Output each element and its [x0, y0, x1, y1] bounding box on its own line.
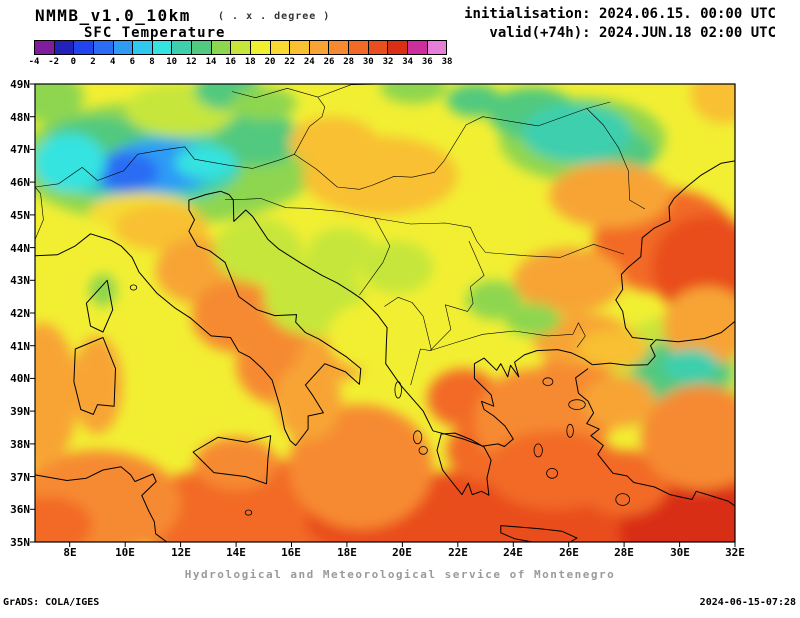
colorbar-segment [368, 41, 389, 54]
x-tick-label: 24E [503, 546, 523, 559]
x-tick-label: 20E [392, 546, 412, 559]
colorbar-segment [388, 41, 408, 54]
colorbar-tick-label: 20 [264, 57, 276, 67]
coastlines [35, 84, 735, 542]
y-axis-labels: 49N 48N 47N 46N 45N 44N 43N 42N 41N 40N 39N 38N 37N 3… [2, 78, 32, 549]
y-tick-label: 40N [10, 372, 30, 385]
colorbar-segment [54, 41, 75, 54]
x-tick-label: 26E [559, 546, 579, 559]
colorbar-tick-label: 10 [166, 57, 178, 67]
x-tick-label: 32E [725, 546, 745, 559]
colorbar-tick-label: 4 [109, 57, 116, 67]
render-timestamp: 2024-06-15-07:28 [699, 597, 796, 608]
model-title: NMMB_v1.0_10km [35, 6, 191, 25]
colorbar-tick-label: -2 [48, 57, 60, 67]
colorbar-tick-label: 12 [185, 57, 197, 67]
colorbar-segment [74, 41, 94, 54]
y-tick-label: 46N [10, 176, 30, 189]
colorbar-tick-label: 2 [90, 57, 96, 67]
map-content [35, 84, 735, 542]
x-tick-label: 16E [281, 546, 301, 559]
colorbar-tick-label: 36 [421, 57, 433, 67]
colorbar-segments [34, 40, 447, 55]
colorbar-segment [427, 41, 447, 54]
colorbar-tick-label: 14 [205, 57, 217, 67]
colorbar-tick-label: 24 [303, 57, 315, 67]
colorbar-segment [329, 41, 349, 54]
temperature-heat-field [35, 84, 735, 542]
y-tick-label: 45N [10, 209, 30, 222]
map-svg [30, 83, 736, 547]
colorbar-segment [93, 41, 114, 54]
colorbar-segment [35, 41, 55, 54]
colorbar-labels: -4 -2 0 2 4 6 8 10 12 14 16 18 20 22 24 26 28 30 32 34 36 38 [29, 57, 453, 69]
initialisation-label: initialisation: 2024.06.15. 00:00 UTC [464, 6, 776, 22]
x-axis-labels: 8E 10E 12E 14E 16E 18E 20E 22E 24E 26E 28E 30E 32E [35, 546, 745, 560]
y-tick-label: 49N [10, 78, 30, 91]
resolution-note: ( . x . degree ) [218, 11, 331, 22]
colorbar-segment [211, 41, 232, 54]
y-tick-label: 36N [10, 503, 30, 516]
grads-credit: GrADS: COLA/IGES [3, 597, 100, 608]
colorbar-tick-label: 22 [284, 57, 296, 67]
y-tick-label: 42N [10, 307, 30, 320]
y-tick-label: 43N [10, 274, 30, 287]
y-tick-label: 35N [10, 536, 30, 549]
y-tick-label: 38N [10, 438, 30, 451]
colorbar-segment [270, 41, 291, 54]
colorbar-segment [349, 41, 369, 54]
colorbar-segment [192, 41, 212, 54]
y-tick-label: 37N [10, 471, 30, 484]
colorbar-tick-label: 18 [244, 57, 256, 67]
x-tick-label: 30E [670, 546, 690, 559]
colorbar-segment [231, 41, 251, 54]
colorbar-segment [152, 41, 173, 54]
y-tick-label: 48N [10, 111, 30, 124]
colorbar-segment [133, 41, 153, 54]
colorbar-tick-label: 6 [129, 57, 135, 67]
y-tick-label: 44N [10, 242, 30, 255]
colorbar-segment [290, 41, 310, 54]
colorbar-tick-label: 34 [402, 57, 414, 67]
y-tick-label: 41N [10, 340, 30, 353]
x-tick-label: 22E [448, 546, 468, 559]
colorbar-tick-label: -4 [28, 57, 40, 67]
valid-time-label: valid(+74h): 2024.JUN.18 02:00 UTC [489, 25, 776, 41]
x-tick-label: 12E [171, 546, 191, 559]
colorbar-segment [250, 41, 271, 54]
colorbar-segment [407, 41, 428, 54]
colorbar-tick-label: 8 [149, 57, 155, 67]
y-tick-label: 39N [10, 405, 30, 418]
x-tick-label: 8E [63, 546, 77, 559]
temperature-colorbar: -4 -2 0 2 4 6 8 10 12 14 16 18 20 22 24 26 28 30 32 34 36 38 [29, 40, 453, 69]
x-tick-label: 14E [226, 546, 246, 559]
x-tick-label: 10E [115, 546, 135, 559]
x-tick-label: 28E [614, 546, 634, 559]
colorbar-tick-label: 30 [362, 57, 374, 67]
y-tick-label: 47N [10, 143, 30, 156]
colorbar-tick-label: 38 [441, 57, 453, 67]
colorbar-tick-label: 16 [225, 57, 237, 67]
colorbar-tick-label: 32 [382, 57, 394, 67]
field-title: SFC Temperature [84, 25, 226, 41]
service-credit: Hydrological and Meteorological service … [184, 568, 616, 581]
x-tick-label: 18E [337, 546, 357, 559]
colorbar-segment [172, 41, 192, 54]
colorbar-tick-label: 0 [70, 57, 76, 67]
colorbar-segment [113, 41, 134, 54]
colorbar-segment [309, 41, 330, 54]
colorbar-tick-label: 26 [323, 57, 335, 67]
colorbar-tick-label: 28 [343, 57, 355, 67]
